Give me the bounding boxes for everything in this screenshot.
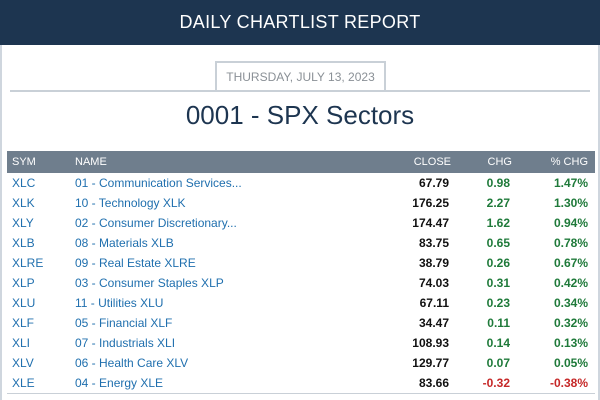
symbol-link[interactable]: XLC (12, 176, 36, 190)
percent-change-value: 0.32% (553, 316, 588, 330)
percent-change-value: 0.05% (553, 356, 588, 370)
close-value: 83.75 (418, 236, 449, 250)
percent-change-value: -0.38% (549, 376, 588, 390)
percent-change-value: 0.34% (553, 296, 588, 310)
name-link[interactable]: 07 - Industrials XLI (75, 336, 176, 350)
table-row[interactable]: XLU 11 - Utilities XLU 67.11 0.23 0.34% (7, 293, 595, 313)
name-link[interactable]: 05 - Financial XLF (75, 316, 173, 330)
change-value: 0.11 (487, 316, 510, 330)
close-value: 38.79 (418, 256, 449, 270)
name-link[interactable]: 01 - Communication Services... (75, 176, 242, 190)
change-value: 0.14 (486, 336, 510, 350)
close-value: 34.47 (418, 316, 449, 330)
symbol-link[interactable]: XLF (12, 316, 35, 330)
percent-change-value: 0.78% (553, 236, 588, 250)
close-value: 108.93 (412, 336, 449, 350)
close-value: 129.77 (412, 356, 449, 370)
close-value: 83.66 (418, 376, 449, 390)
name-link[interactable]: 06 - Health Care XLV (75, 356, 189, 370)
table-row[interactable]: XLC 01 - Communication Services... 67.79 0.… (7, 173, 595, 193)
column-header-pct-chg[interactable]: % CHG (550, 156, 588, 168)
frame-left-border (0, 45, 2, 400)
percent-change-value: 1.47% (553, 176, 588, 190)
percent-change-value: 0.67% (553, 256, 588, 270)
change-value: 2.27 (486, 196, 510, 210)
change-value: 0.23 (486, 296, 510, 310)
table-row[interactable]: XLP 03 - Consumer Staples XLP 74.03 0.31 0.4… (7, 273, 595, 293)
symbol-link[interactable]: XLP (12, 276, 35, 290)
table-row[interactable]: XLY 02 - Consumer Discretionary... 174.47 1… (7, 213, 595, 233)
column-header-name[interactable]: NAME (75, 156, 107, 168)
change-value: -0.32 (482, 376, 510, 390)
table-bottom-rule (7, 393, 595, 394)
report-date: THURSDAY, JULY 13, 2023 (215, 61, 386, 90)
symbol-link[interactable]: XLK (12, 196, 35, 210)
name-link[interactable]: 11 - Utilities XLU (75, 296, 164, 310)
close-value: 74.03 (418, 276, 449, 290)
change-value: 1.62 (486, 216, 510, 230)
symbol-link[interactable]: XLI (12, 336, 31, 350)
table-row[interactable]: XLB 08 - Materials XLB 83.75 0.65 0.78% (7, 233, 595, 253)
name-link[interactable]: 09 - Real Estate XLRE (75, 256, 196, 270)
table-body: XLC 01 - Communication Services... 67.79 0.… (7, 173, 595, 393)
table-row[interactable]: XLI 07 - Industrials XLI 108.93 0.14 0.13% (7, 333, 595, 353)
report-header-title: DAILY CHARTLIST REPORT (179, 12, 421, 32)
symbol-link[interactable]: XLE (12, 376, 35, 390)
table-row[interactable]: XLE 04 - Energy XLE 83.66 -0.32 -0.38% (7, 373, 595, 393)
name-link[interactable]: 08 - Materials XLB (75, 236, 174, 250)
name-link[interactable]: 10 - Technology XLK (75, 196, 186, 210)
column-header-sym[interactable]: SYM (12, 156, 36, 168)
percent-change-value: 1.30% (553, 196, 588, 210)
column-header-close[interactable]: CLOSE (413, 156, 451, 168)
symbol-link[interactable]: XLRE (12, 256, 44, 270)
change-value: 0.07 (486, 356, 510, 370)
date-divider (10, 90, 590, 92)
symbol-link[interactable]: XLY (12, 216, 34, 230)
symbol-link[interactable]: XLV (12, 356, 34, 370)
close-value: 67.11 (419, 296, 449, 310)
close-value: 176.25 (412, 196, 449, 210)
change-value: 0.26 (486, 256, 510, 270)
report-header: DAILY CHARTLIST REPORT (0, 0, 600, 45)
column-header-chg[interactable]: CHG (487, 156, 512, 168)
table-row[interactable]: XLV 06 - Health Care XLV 129.77 0.07 0.05% (7, 353, 595, 373)
percent-change-value: 0.13% (553, 336, 588, 350)
name-link[interactable]: 04 - Energy XLE (75, 376, 164, 390)
name-link[interactable]: 03 - Consumer Staples XLP (75, 276, 224, 290)
change-value: 0.98 (486, 176, 510, 190)
change-value: 0.65 (486, 236, 510, 250)
table-row[interactable]: XLRE 09 - Real Estate XLRE 38.79 0.26 0.67% (7, 253, 595, 273)
percent-change-value: 0.94% (553, 216, 588, 230)
close-value: 67.79 (418, 176, 449, 190)
table-row[interactable]: XLK 10 - Technology XLK 176.25 2.27 1.30% (7, 193, 595, 213)
close-value: 174.47 (412, 216, 449, 230)
change-value: 0.31 (486, 276, 510, 290)
name-link[interactable]: 02 - Consumer Discretionary... (75, 216, 237, 230)
symbol-link[interactable]: XLB (12, 236, 35, 250)
symbol-link[interactable]: XLU (12, 296, 36, 310)
frame-right-border (598, 45, 600, 400)
table-row[interactable]: XLF 05 - Financial XLF 34.47 0.11 0.32% (7, 313, 595, 333)
chartlist-title: 0001 - SPX Sectors (185, 100, 415, 130)
percent-change-value: 0.42% (553, 276, 588, 290)
table-header: SYM NAME CLOSE CHG % CHG (7, 151, 595, 173)
sector-table: SYM NAME CLOSE CHG % CHG XLC 01 - Communi… (7, 151, 595, 394)
